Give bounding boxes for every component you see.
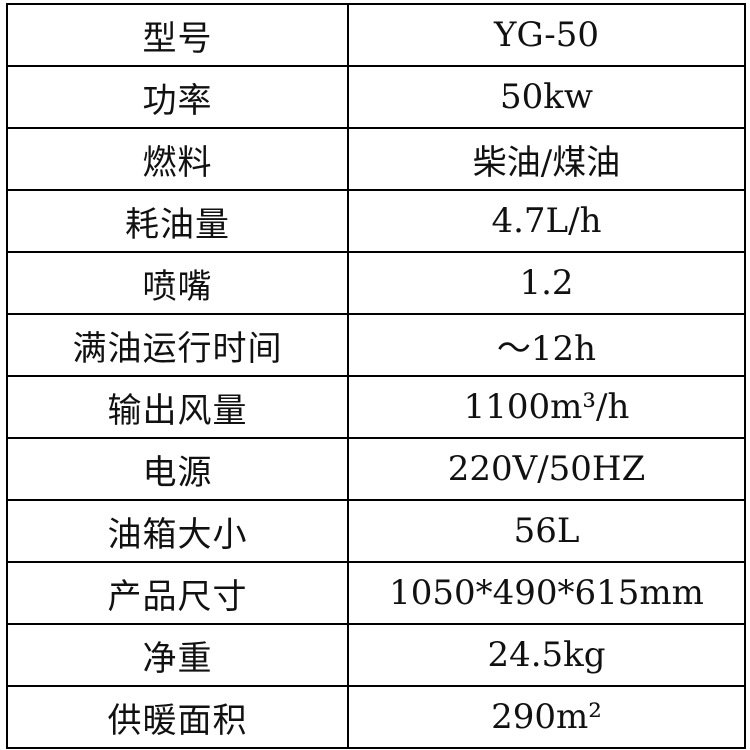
spec-value: 290m²	[347, 685, 746, 749]
spec-label: 净重	[6, 623, 349, 687]
spec-label: 电源	[6, 437, 349, 501]
spec-label: 满油运行时间	[6, 313, 349, 377]
spec-value: 1100m³/h	[347, 375, 746, 439]
spec-value: 4.7L/h	[347, 189, 746, 253]
spec-row: 输出风量 1100m³/h	[6, 375, 746, 439]
spec-label: 耗油量	[6, 189, 349, 253]
spec-table: 型号 YG-50 功率 50kw 燃料 柴油/煤油 耗油量 4.7L/h 喷嘴 1.2 满油运行时间…	[6, 3, 746, 749]
spec-row: 型号 YG-50	[6, 3, 746, 67]
spec-value: 24.5kg	[347, 623, 746, 687]
spec-value: ～12h	[347, 313, 746, 377]
spec-row: 满油运行时间 ～12h	[6, 313, 746, 377]
spec-label: 型号	[6, 3, 349, 67]
spec-row: 电源 220V/50HZ	[6, 437, 746, 501]
spec-row: 净重 24.5kg	[6, 623, 746, 687]
spec-value: 56L	[347, 499, 746, 563]
spec-value: 50kw	[347, 65, 746, 129]
spec-label: 喷嘴	[6, 251, 349, 315]
spec-label: 燃料	[6, 127, 349, 191]
spec-label: 功率	[6, 65, 349, 129]
spec-row: 油箱大小 56L	[6, 499, 746, 563]
spec-label: 油箱大小	[6, 499, 349, 563]
spec-row: 功率 50kw	[6, 65, 746, 129]
spec-value: 柴油/煤油	[347, 127, 746, 191]
spec-value: 1.2	[347, 251, 746, 315]
spec-row: 供暖面积 290m²	[6, 685, 746, 749]
spec-value: 1050*490*615mm	[347, 561, 746, 625]
spec-value: YG-50	[347, 3, 746, 67]
spec-label: 产品尺寸	[6, 561, 349, 625]
spec-row: 耗油量 4.7L/h	[6, 189, 746, 253]
spec-label: 供暖面积	[6, 685, 349, 749]
spec-row: 产品尺寸 1050*490*615mm	[6, 561, 746, 625]
spec-row: 燃料 柴油/煤油	[6, 127, 746, 191]
spec-value: 220V/50HZ	[347, 437, 746, 501]
spec-row: 喷嘴 1.2	[6, 251, 746, 315]
spec-label: 输出风量	[6, 375, 349, 439]
